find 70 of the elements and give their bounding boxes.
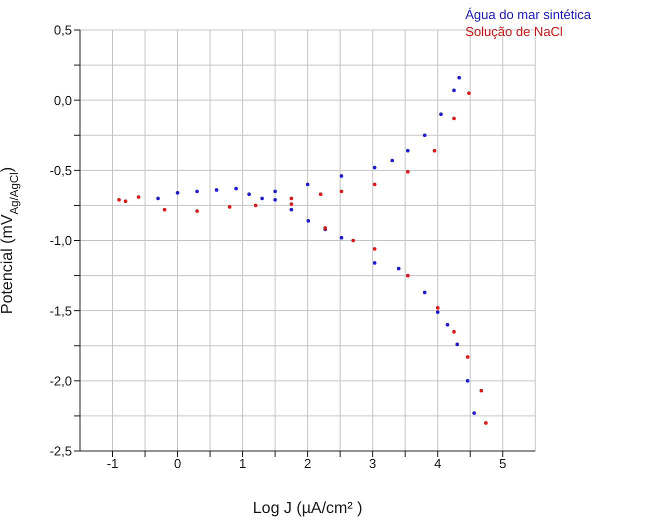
point — [176, 190, 180, 195]
point — [372, 166, 376, 170]
point — [117, 198, 121, 202]
point — [156, 196, 160, 200]
point — [406, 148, 410, 152]
point — [351, 238, 355, 242]
x-tick-label: 4 — [434, 456, 442, 472]
point — [340, 190, 344, 194]
point — [472, 411, 476, 415]
text: Água do mar sintética — [465, 6, 591, 23]
point — [306, 219, 310, 223]
y-tick-label: -2,5 — [50, 444, 72, 459]
point — [372, 261, 376, 265]
y-tick-label: 0,5 — [54, 22, 72, 38]
point — [422, 133, 426, 138]
y-tick-label: -1,5 — [50, 303, 72, 318]
point — [290, 196, 294, 200]
point — [455, 342, 460, 346]
x-tick-label: 3 — [369, 456, 376, 472]
point — [422, 290, 426, 294]
point — [214, 188, 218, 192]
point — [466, 379, 470, 383]
point — [290, 208, 294, 212]
x-tick-label: -1 — [106, 456, 118, 472]
point — [290, 202, 294, 206]
point — [484, 421, 488, 425]
point — [432, 148, 436, 152]
point — [228, 205, 232, 209]
x-tick-label: 2 — [304, 456, 312, 472]
point — [124, 199, 128, 204]
point — [436, 310, 440, 314]
point — [234, 186, 238, 190]
point — [406, 170, 410, 174]
y-tick-label: 0,0 — [54, 92, 72, 108]
point — [247, 192, 251, 196]
point — [452, 330, 456, 334]
point — [254, 204, 258, 208]
point — [479, 388, 484, 392]
point — [390, 158, 394, 162]
point — [439, 112, 443, 116]
point — [273, 198, 277, 202]
x-tick-label: 0 — [174, 456, 182, 472]
point — [260, 196, 264, 200]
point — [195, 209, 199, 213]
point — [396, 266, 400, 270]
y-tick-label: -0,5 — [50, 162, 72, 178]
point — [136, 195, 140, 199]
point — [457, 76, 461, 80]
point — [195, 190, 199, 194]
point — [446, 322, 450, 326]
point — [452, 88, 456, 92]
point — [466, 355, 470, 359]
point — [436, 306, 440, 310]
point — [306, 182, 310, 186]
x-tick-label: 5 — [499, 456, 506, 472]
x-tick-label: 1 — [238, 456, 246, 472]
point — [340, 174, 344, 178]
point — [340, 236, 344, 240]
point — [162, 208, 166, 212]
text: Solução de NaCl — [465, 23, 564, 40]
x-axis-title: Log J (µA/cm² ) — [252, 500, 362, 517]
point — [467, 91, 471, 95]
point — [406, 274, 410, 278]
point — [372, 182, 376, 186]
point — [452, 116, 456, 120]
point — [318, 192, 322, 196]
y-tick-label: -1,0 — [50, 233, 72, 248]
point — [372, 247, 376, 251]
point — [273, 190, 277, 194]
y-tick-label: -2,0 — [50, 373, 72, 388]
